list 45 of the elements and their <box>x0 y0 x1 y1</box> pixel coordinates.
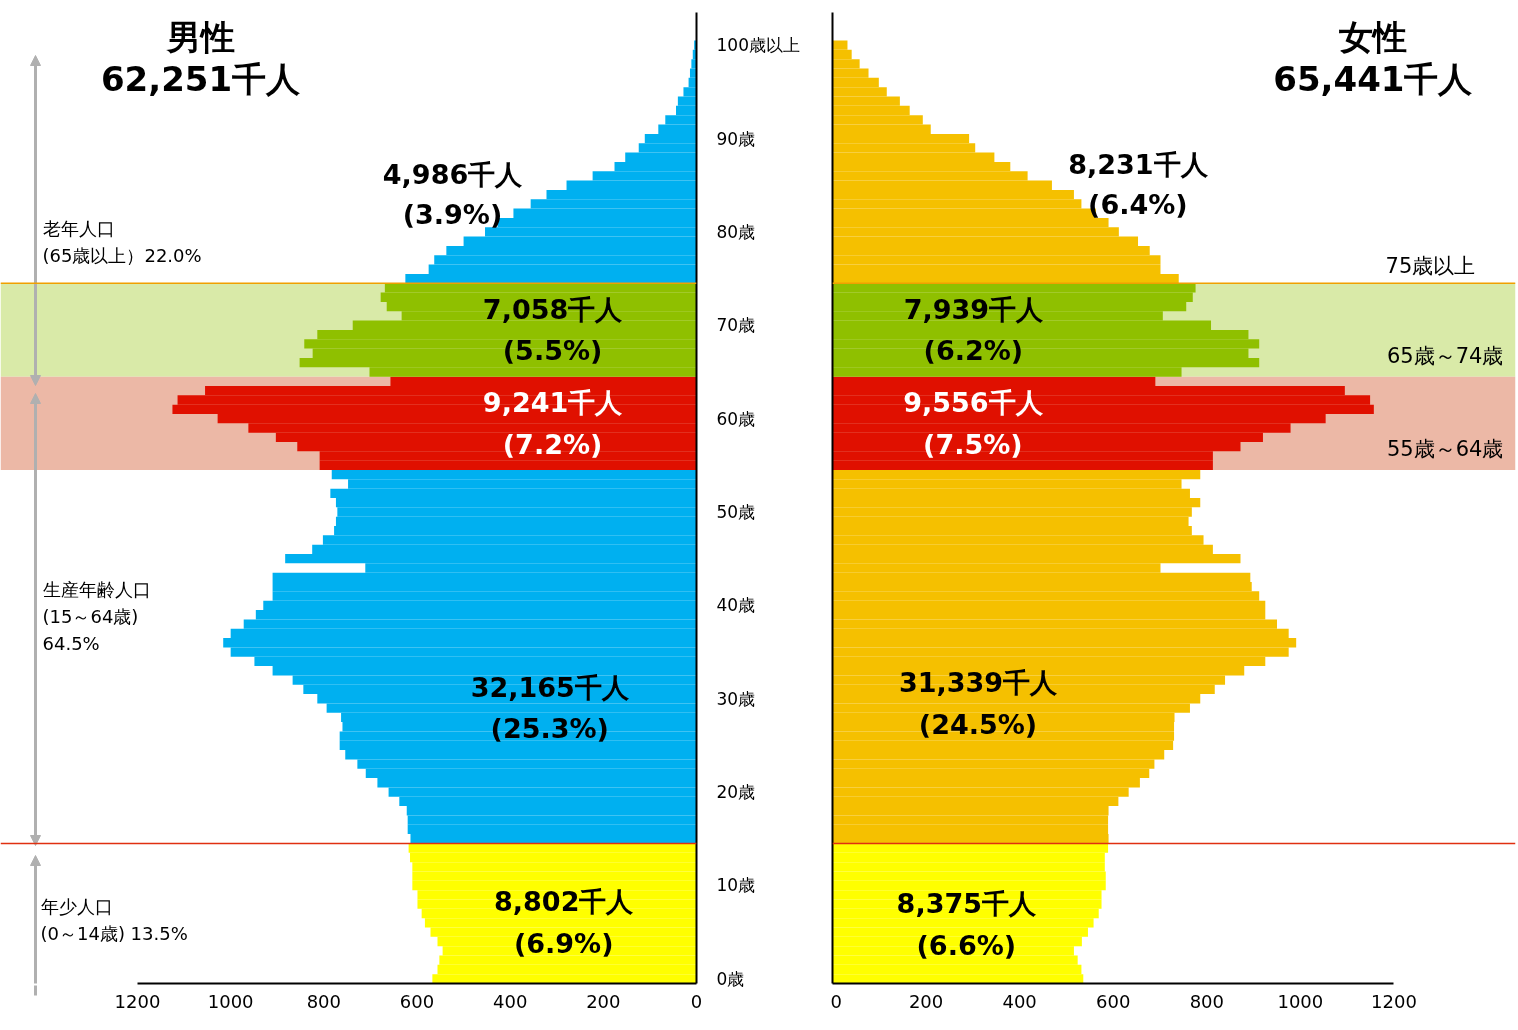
annotation: 年少人口 (0～14歳) 13.5% <box>40 895 188 944</box>
annotation: 老年人口 (65歳以上）22.0% <box>42 217 202 266</box>
x-tick-label: 400 <box>492 990 528 1012</box>
text: 65,441千人 <box>1273 58 1474 99</box>
band-label: 65歳～74歳 <box>1387 344 1504 369</box>
x-tick-label: 800 <box>306 990 342 1012</box>
x-tick-label: 200 <box>908 990 944 1012</box>
x-tick-label: 1200 <box>114 990 161 1012</box>
y-tick-label: 30歳 <box>716 688 756 709</box>
text: 62,251千人 <box>100 58 302 99</box>
annotation: 31,339千人 (24.5%) <box>898 666 1059 740</box>
y-tick-label: 90歳 <box>716 128 756 149</box>
annotation: 32,165千人 (25.3%) <box>470 671 630 745</box>
y-tick-label: 20歳 <box>716 782 756 803</box>
annotation: 8,231千人 (6.4%) <box>1068 148 1209 220</box>
y-tick-label: 40歳 <box>716 595 756 616</box>
x-tick-label: 600 <box>1096 990 1131 1012</box>
x-tick-label: 1000 <box>207 990 254 1012</box>
annotation: 4,986千人 (3.9%) <box>382 158 524 230</box>
annotation: 7,058千人 (5.5%) <box>482 293 624 367</box>
x-tick-label: 400 <box>1002 990 1037 1012</box>
ref-line-label: 75歳以上 <box>1385 253 1476 278</box>
x-tick-label: 1000 <box>1277 990 1324 1012</box>
x-tick-label: 200 <box>586 990 621 1012</box>
x-tick-label: 800 <box>1189 990 1224 1012</box>
band-label: 55歳～64歳 <box>1387 437 1504 462</box>
annotation: 生産年齢人口 (15～64歳) 64.5% <box>42 578 151 655</box>
chart-title: 男性 <box>165 16 235 57</box>
y-tick-label: 100歳以上 <box>716 35 800 56</box>
y-tick-label: 0歳 <box>716 968 745 989</box>
y-tick-label: 10歳 <box>716 875 756 896</box>
y-tick-label: 80歳 <box>716 221 756 242</box>
annotation: 8,375千人 (6.6%) <box>896 888 1038 962</box>
x-tick-label: 0 <box>830 990 842 1012</box>
x-tick-label: 0 <box>690 990 703 1012</box>
annotation: 9,241千人 (7.2%) <box>482 386 624 460</box>
y-tick-label: 50歳 <box>716 502 756 522</box>
annotation: 7,939千人 (6.2%) <box>903 293 1045 367</box>
x-tick-label: 1200 <box>1371 990 1417 1012</box>
chart-title: 女性 <box>1337 16 1407 57</box>
y-tick-label: 60歳 <box>716 408 756 429</box>
annotation: 8,802千人 (6.9%) <box>494 886 635 960</box>
annotation: 9,556千人 (7.5%) <box>903 386 1044 460</box>
x-tick-label: 600 <box>399 990 435 1012</box>
y-tick-label: 70歳 <box>716 315 756 336</box>
